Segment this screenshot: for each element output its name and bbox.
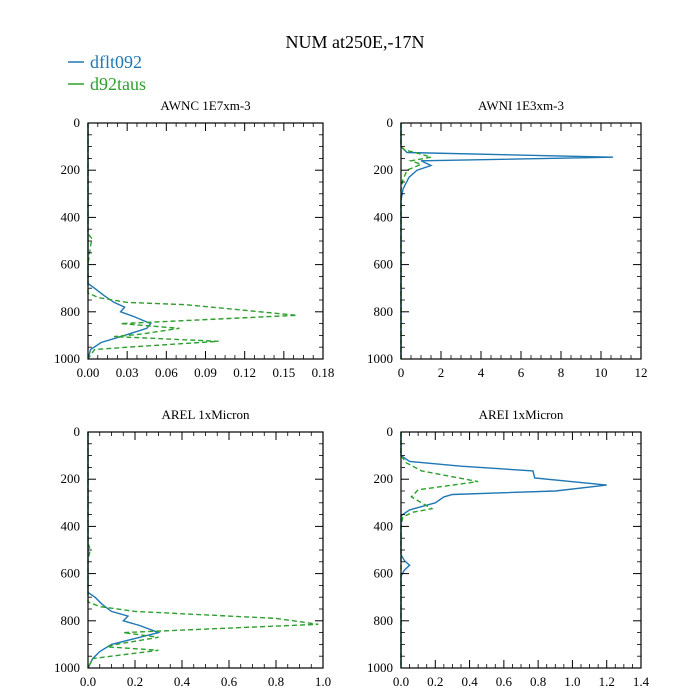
x-tick-label: 0.15 — [272, 365, 295, 380]
y-tick-label: 1000 — [367, 660, 393, 675]
x-tick-label: 0.06 — [155, 365, 178, 380]
x-tick-label: 6 — [518, 365, 525, 380]
x-tick-label: 0.12 — [233, 365, 256, 380]
series-line-dflt092 — [400, 432, 607, 668]
x-tick-label: 0.09 — [194, 365, 217, 380]
y-tick-label: 400 — [61, 518, 81, 533]
y-tick-label: 400 — [374, 209, 394, 224]
x-tick-label: 1.4 — [633, 674, 650, 689]
y-tick-label: 400 — [61, 209, 81, 224]
plot-frame — [87, 431, 324, 669]
panel-title: AREI 1xMicron — [479, 407, 564, 422]
x-tick-label: 0.03 — [116, 365, 139, 380]
x-tick-label: 0 — [398, 365, 405, 380]
series-line-dflt092 — [87, 123, 152, 360]
y-tick-label: 400 — [374, 518, 394, 533]
panel-3: AREL 1xMicron 0.0 0.2 0.4 0.6 0.8 1.0 0 200 400 60… — [54, 407, 331, 689]
panel-2: AWNI 1E3xm-3 0 2 4 6 8 10 12 0 200 400 600 800 1000 — [367, 98, 648, 380]
x-tick-label: 0.4 — [461, 674, 478, 689]
x-tick-label: 1.2 — [599, 674, 615, 689]
x-tick-label: 0.2 — [427, 674, 443, 689]
series-line-d92taus — [87, 123, 297, 360]
y-tick-label: 600 — [374, 566, 394, 581]
x-tick-label: 10 — [595, 365, 608, 380]
y-tick-label: 800 — [61, 304, 81, 319]
x-tick-label: 0.8 — [268, 674, 284, 689]
x-tick-label: 0.2 — [127, 674, 143, 689]
y-tick-label: 0 — [74, 424, 81, 439]
x-tick-label: 0.0 — [80, 674, 96, 689]
x-tick-label: 1.0 — [564, 674, 580, 689]
y-tick-label: 800 — [374, 304, 394, 319]
legend: dflt092 d92taus — [68, 52, 146, 94]
y-tick-label: 1000 — [54, 351, 80, 366]
y-tick-label: 1000 — [54, 660, 80, 675]
y-tick-label: 0 — [387, 424, 394, 439]
y-tick-label: 600 — [374, 257, 394, 272]
panels: AWNC 1E7xm-30.00 0.03 0.06 0.09 0.12 0.15 0.18… — [54, 98, 650, 689]
x-tick-label: 0.00 — [77, 365, 100, 380]
x-tick-label: 0.0 — [393, 674, 409, 689]
x-tick-label: 12 — [635, 365, 648, 380]
legend-label-d92taus: d92taus — [90, 74, 146, 94]
y-tick-label: 0 — [387, 115, 394, 130]
panel-title: AREL 1xMicron — [162, 407, 250, 422]
panel-1: AWNC 1E7xm-3 0.00 0.03 0.06 0.09 0.12 0.15 0.18… — [54, 98, 334, 380]
series-line-dflt092 — [87, 432, 161, 669]
x-tick-label: 2 — [438, 365, 445, 380]
y-tick-label: 200 — [374, 162, 394, 177]
panel-4: AREI 1xMicron 0.0 0.2 0.4 0.6 0.8 1.0 1.2 1.4 0 20… — [367, 407, 650, 689]
series-line-d92taus — [400, 432, 479, 668]
x-tick-label: 1.0 — [315, 674, 331, 689]
series-line-d92taus — [400, 123, 432, 359]
x-tick-label: 8 — [558, 365, 565, 380]
x-tick-label: 0.6 — [221, 674, 238, 689]
y-tick-label: 200 — [61, 471, 81, 486]
x-tick-label: 0.18 — [312, 365, 335, 380]
y-tick-label: 800 — [374, 613, 394, 628]
figure-title: NUM at250E,-17N — [286, 32, 425, 52]
series-line-d92taus — [87, 432, 319, 669]
series-line-dflt092 — [400, 123, 614, 359]
y-tick-label: 1000 — [367, 351, 393, 366]
x-tick-label: 0.8 — [530, 674, 546, 689]
x-tick-label: 4 — [478, 365, 485, 380]
y-tick-label: 200 — [374, 471, 394, 486]
plot-frame — [400, 431, 642, 669]
y-tick-label: 0 — [74, 115, 81, 130]
y-tick-label: 600 — [61, 257, 81, 272]
legend-label-dflt092: dflt092 — [90, 52, 142, 72]
panel-title: AWNC 1E7xm-3 — [160, 98, 250, 113]
y-tick-label: 800 — [61, 613, 81, 628]
panel-title: AWNI 1E3xm-3 — [478, 98, 564, 113]
y-tick-label: 200 — [61, 162, 81, 177]
x-tick-label: 0.6 — [496, 674, 513, 689]
y-tick-label: 600 — [61, 566, 81, 581]
x-tick-label: 0.4 — [174, 674, 191, 689]
